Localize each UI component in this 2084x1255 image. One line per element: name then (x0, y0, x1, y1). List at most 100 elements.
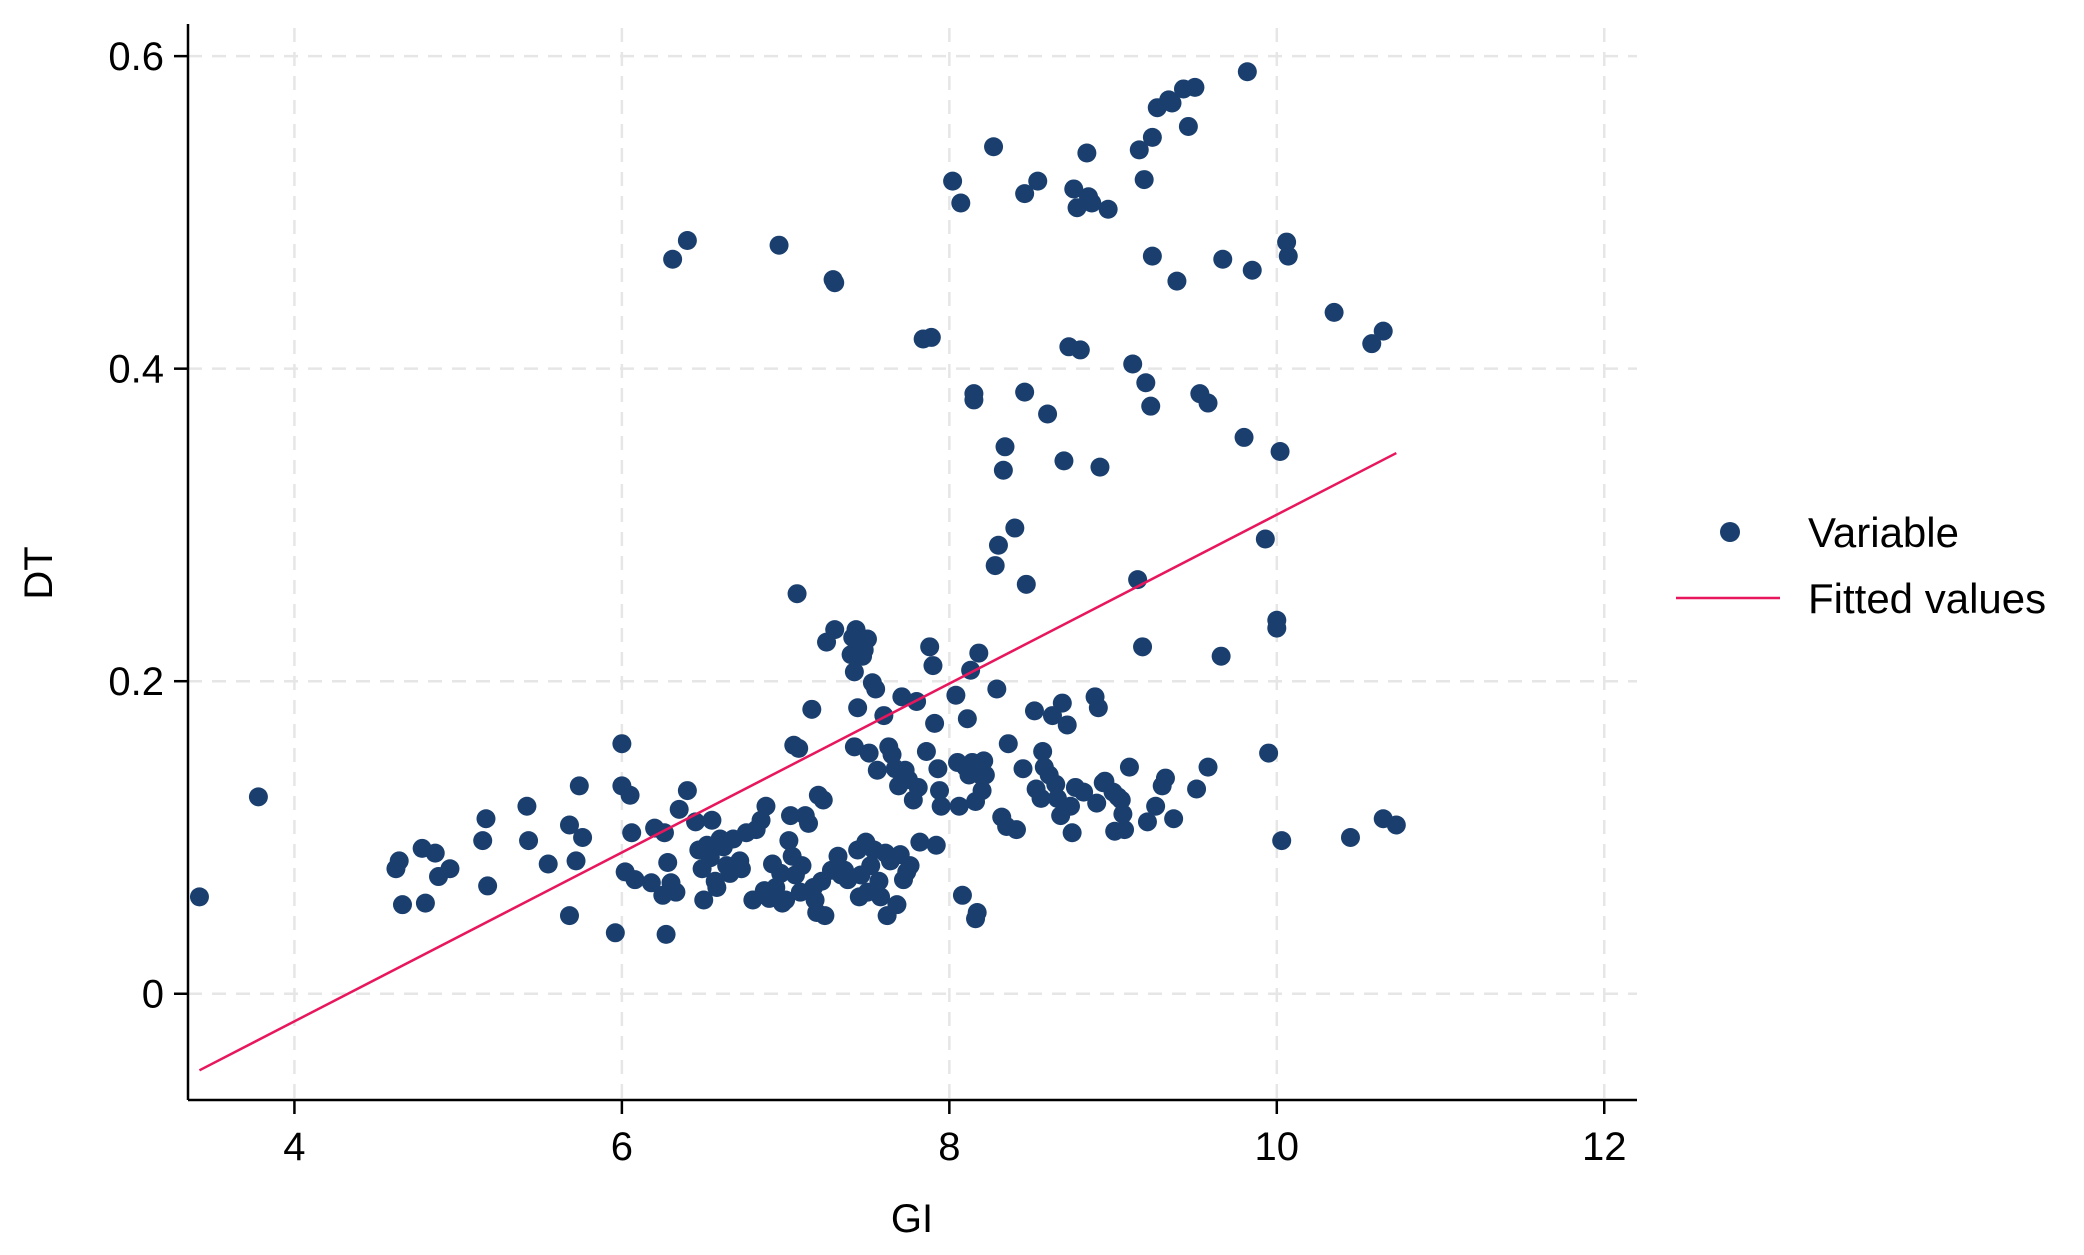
data-point (916, 742, 936, 762)
data-point (995, 437, 1015, 457)
data-point (1386, 815, 1406, 835)
data-point (1098, 199, 1118, 219)
data-point (517, 796, 537, 816)
legend-label-fitted: Fitted values (1808, 575, 2046, 622)
data-point (1054, 451, 1074, 471)
data-point (669, 799, 689, 819)
data-point (825, 620, 845, 640)
data-point (731, 859, 751, 879)
scatter-points (189, 62, 1406, 944)
data-point (425, 843, 445, 863)
data-point (949, 796, 969, 816)
data-point (756, 796, 776, 816)
data-point (1070, 340, 1090, 360)
data-point (887, 895, 907, 915)
data-point (707, 877, 727, 897)
data-point (1115, 820, 1135, 840)
data-point (781, 806, 801, 826)
data-point (792, 856, 812, 876)
data-point (951, 193, 971, 213)
gridlines (188, 28, 1637, 1100)
data-point (1146, 796, 1166, 816)
data-point (859, 743, 879, 763)
data-point (1213, 249, 1233, 269)
data-point (779, 831, 799, 851)
data-point (392, 895, 412, 915)
data-point (476, 809, 496, 829)
data-point (769, 235, 789, 255)
data-point (969, 643, 989, 663)
y-tick-label: 0.4 (108, 348, 164, 392)
data-point (1270, 441, 1290, 461)
data-point (677, 231, 697, 251)
x-axis-title: GI (891, 1197, 933, 1241)
data-point (867, 760, 887, 780)
legend: Variable Fitted values (1676, 509, 2046, 622)
data-point (1129, 140, 1149, 160)
data-point (1340, 827, 1360, 847)
data-point (1373, 321, 1393, 341)
data-point (1198, 757, 1218, 777)
data-point (1082, 193, 1102, 213)
data-point (984, 137, 1004, 157)
data-point (1046, 774, 1066, 794)
data-point (943, 171, 963, 191)
data-point (892, 687, 912, 707)
legend-label-variable: Variable (1808, 509, 1959, 556)
data-point (1133, 637, 1153, 657)
data-point (663, 249, 683, 269)
data-point (1090, 457, 1110, 477)
data-point (926, 835, 946, 855)
data-point (1242, 260, 1262, 280)
x-tick-label: 12 (1582, 1125, 1627, 1169)
data-point (1187, 779, 1207, 799)
data-point (1185, 77, 1205, 97)
data-point (1198, 393, 1218, 413)
x-tick-label: 6 (611, 1125, 633, 1169)
data-point (473, 831, 493, 851)
data-point (776, 890, 796, 910)
data-point (985, 556, 1005, 576)
data-point (248, 787, 268, 807)
data-point (566, 851, 586, 871)
data-point (1028, 171, 1048, 191)
data-point (1077, 143, 1097, 163)
data-point (869, 871, 889, 891)
data-point (478, 876, 498, 896)
data-point (1136, 373, 1156, 393)
data-point (988, 535, 1008, 555)
data-point (677, 781, 697, 801)
data-point (802, 699, 822, 719)
fitted-line (198, 451, 1397, 1072)
data-point (844, 662, 864, 682)
data-point (519, 831, 539, 851)
legend-marker-variable (1720, 522, 1740, 542)
data-point (1155, 768, 1175, 788)
data-point (771, 863, 791, 883)
data-point (625, 870, 645, 890)
data-point (908, 777, 928, 797)
y-tick-label: 0.2 (108, 660, 164, 704)
data-point (1052, 693, 1072, 713)
data-point (1057, 715, 1077, 735)
y-tick-label: 0 (142, 973, 164, 1017)
data-point (1141, 396, 1161, 416)
data-point (910, 832, 930, 852)
data-point (993, 460, 1013, 480)
data-point (415, 893, 435, 913)
data-point (874, 706, 894, 726)
data-point (1038, 404, 1058, 424)
data-point (1178, 116, 1198, 136)
data-point (1259, 743, 1279, 763)
data-point (1113, 804, 1133, 824)
data-point (440, 859, 460, 879)
data-point (1119, 757, 1139, 777)
data-point (871, 887, 891, 907)
x-tick-label: 4 (283, 1125, 305, 1169)
data-point (799, 813, 819, 833)
data-point (815, 906, 835, 926)
data-point (1137, 812, 1157, 832)
data-point (1033, 742, 1053, 762)
data-point (1060, 796, 1080, 816)
